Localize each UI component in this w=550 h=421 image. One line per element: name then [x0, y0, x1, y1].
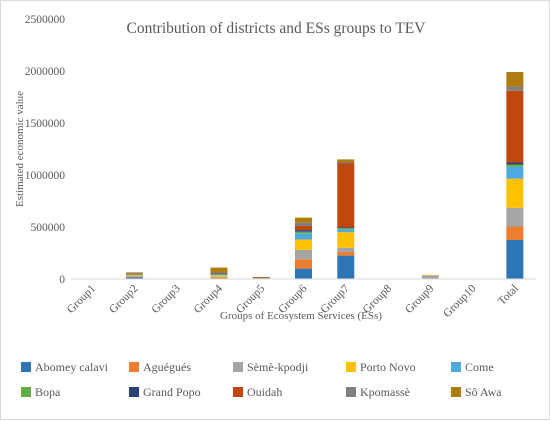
- bar-segment: [506, 164, 524, 167]
- bar-segment: [252, 277, 270, 278]
- bar-segment: [506, 166, 524, 179]
- bar-segment: [295, 268, 312, 279]
- bar-segment: [337, 227, 355, 229]
- bar-segment: [125, 274, 143, 275]
- legend-swatch: [129, 362, 139, 372]
- bar-segment: [337, 159, 355, 162]
- bar-segment: [506, 207, 524, 227]
- legend-swatch: [129, 387, 139, 397]
- legend-label: Bopa: [35, 385, 61, 399]
- legend-label: Sèmè-kpodji: [247, 360, 309, 374]
- bar-segment: [125, 272, 143, 273]
- bar-segment: [252, 278, 270, 279]
- bar-segment: [125, 272, 143, 274]
- bar-segment: [337, 228, 355, 230]
- bar-segment: [210, 276, 228, 278]
- x-tick-label: Total: [496, 283, 521, 308]
- bar-segment: [125, 274, 143, 276]
- bar-segment: [506, 72, 524, 87]
- bars-group: [125, 72, 524, 280]
- bar-segment: [337, 162, 355, 164]
- bar-segment: [337, 247, 355, 252]
- x-tick-label: Group9: [403, 282, 437, 316]
- bar-segment: [125, 275, 143, 277]
- bar-segment: [210, 273, 228, 275]
- legend-swatch: [233, 387, 243, 397]
- bar-segment: [421, 275, 439, 279]
- bar-segment: [295, 259, 312, 269]
- legend-label: Ouidah: [247, 385, 282, 399]
- bar-segment: [295, 239, 312, 250]
- bar-segment: [295, 230, 312, 232]
- legend-label: Aguégués: [143, 360, 191, 374]
- y-tick-label: 0: [59, 274, 65, 286]
- bar-segment: [421, 274, 439, 276]
- legend-label: Sô Awa: [465, 385, 502, 399]
- y-tick-label: 1000000: [25, 170, 66, 182]
- bar-segment: [506, 86, 524, 91]
- bar-segment: [210, 277, 228, 279]
- y-tick-label: 2000000: [25, 66, 66, 78]
- bar-segment: [506, 178, 524, 208]
- legend-swatch: [451, 387, 461, 397]
- bar-segment: [295, 249, 312, 260]
- bar-segment: [210, 273, 228, 274]
- bar-segment: [337, 251, 355, 256]
- legend-label: Porto Novo: [360, 360, 416, 374]
- bar-segment: [295, 225, 312, 231]
- legend: Abomey calavi Aguégués Sèmè-kpodji Porto No…: [21, 360, 502, 399]
- legend-swatch: [346, 387, 356, 397]
- legend-label: Kpomassè: [360, 385, 410, 399]
- x-tick-label: Group1: [65, 282, 99, 316]
- bar-segment: [125, 273, 143, 274]
- legend-label: Come: [465, 360, 494, 374]
- y-tick-label: 2500000: [25, 14, 66, 26]
- y-tick-label: 1500000: [25, 118, 66, 130]
- y-tick-label: 500000: [31, 222, 66, 234]
- bar-segment: [506, 162, 524, 165]
- legend-swatch: [21, 362, 31, 372]
- bar-segment: [125, 276, 143, 278]
- bar-segment: [252, 276, 270, 278]
- legend-swatch: [451, 362, 461, 372]
- bar-segment: [295, 231, 312, 234]
- legend-swatch: [346, 362, 356, 372]
- bar-segment: [337, 163, 355, 228]
- bar-segment: [506, 90, 524, 163]
- x-tick-label: Group10: [441, 282, 479, 320]
- bar-segment: [506, 240, 524, 279]
- bar-segment: [337, 229, 355, 233]
- bar-segment: [337, 232, 355, 248]
- y-axis-ticks: 0 500000 1000000 1500000 2000000 2500000: [25, 14, 66, 286]
- x-tick-label: Group3: [149, 282, 183, 316]
- bar-segment: [125, 277, 143, 279]
- legend-swatch: [21, 387, 31, 397]
- bar-segment: [506, 226, 524, 240]
- bar-segment: [295, 233, 312, 240]
- legend-label: Abomey calavi: [35, 360, 109, 374]
- x-axis-label: Groups of Ecosystem Services (ESs): [220, 310, 382, 322]
- y-axis-label: Estimated economic value: [14, 91, 26, 207]
- x-tick-label: Group2: [107, 282, 141, 316]
- legend-label: Grand Popo: [143, 385, 201, 399]
- bar-segment: [210, 267, 228, 273]
- bar-segment: [295, 217, 312, 223]
- bar-segment: [210, 272, 228, 274]
- bar-segment: [210, 275, 228, 277]
- bar-segment: [210, 274, 228, 276]
- legend-swatch: [233, 362, 243, 372]
- chart-title: Contribution of districts and ESs groups…: [127, 20, 427, 37]
- bar-segment: [295, 222, 312, 226]
- bar-segment: [337, 255, 355, 279]
- bar-segment: [125, 273, 143, 275]
